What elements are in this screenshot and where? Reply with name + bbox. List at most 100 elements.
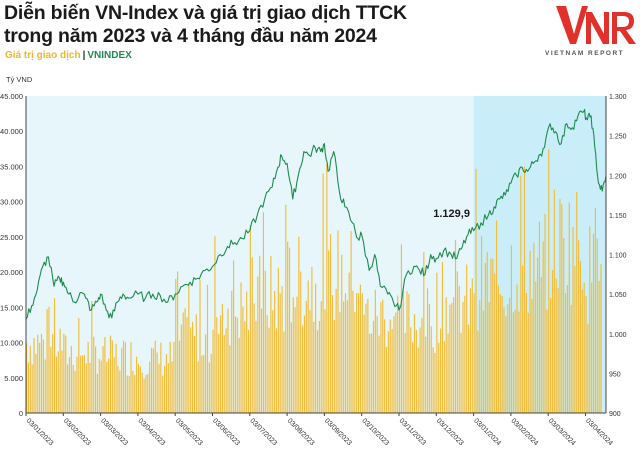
trading-value-bar (497, 285, 499, 413)
trading-value-bar (479, 300, 481, 413)
trading-value-bar (359, 284, 361, 413)
vnr-logo-mark-icon (556, 6, 588, 44)
trading-value-bar (199, 279, 201, 413)
x-tick-label: 03/03/2024 (547, 417, 577, 447)
trading-value-bar (259, 255, 261, 413)
trading-value-bar (449, 304, 451, 413)
trading-value-bar (598, 280, 600, 413)
trading-value-bar (324, 309, 326, 413)
trading-value-bar (346, 300, 348, 413)
trading-value-bar (385, 346, 388, 413)
trading-value-bar (262, 212, 265, 413)
x-tick-label: 03/06/2023 (211, 417, 241, 447)
trading-value-bar (152, 348, 154, 413)
trading-value-bar (266, 315, 268, 413)
vnr-logo-r-icon (612, 12, 636, 44)
trading-value-bar (490, 258, 492, 413)
x-tick-label: 03/01/2023 (25, 417, 55, 447)
trading-value-bar (231, 290, 233, 413)
trading-value-bar (296, 296, 298, 413)
trading-value-bar (277, 267, 279, 413)
trading-value-bar (249, 225, 251, 413)
x-tick-label: 03/02/2024 (509, 417, 539, 447)
trading-value-bar (518, 311, 520, 413)
trading-value-bar (520, 175, 522, 413)
trading-value-bar (147, 373, 149, 413)
trading-value-bar (42, 339, 44, 413)
trading-value-bar (322, 173, 324, 413)
trading-value-bar (339, 311, 341, 413)
trading-value-bar (72, 365, 74, 413)
y-right-tick-label: 900 (609, 411, 621, 418)
trading-value-bar (67, 364, 69, 413)
trading-value-bar (380, 302, 382, 413)
trading-value-bar (195, 314, 197, 413)
trading-value-bar (305, 300, 307, 413)
trading-value-bar (393, 316, 395, 413)
trading-value-bar (27, 362, 30, 413)
trading-value-bar (150, 347, 153, 413)
y-right-tick-label: 950 (609, 371, 621, 378)
trading-value-bar (540, 276, 542, 413)
x-tick-label: 03/01/2024 (472, 417, 502, 447)
trading-value-bar (184, 308, 186, 413)
trading-value-bar (561, 204, 563, 413)
trading-value-bar (216, 317, 218, 413)
trading-value-bar (419, 327, 421, 413)
trading-value-bar (205, 334, 207, 413)
y-left-tick-label: 30.000 (0, 198, 23, 207)
trading-value-bar (287, 241, 289, 413)
trading-value-bar (145, 374, 147, 413)
trading-value-bar (124, 342, 126, 413)
trading-value-bar (219, 315, 222, 413)
trading-value-bar (201, 355, 203, 413)
trading-value-bars (26, 149, 602, 413)
trading-value-bar (117, 365, 119, 413)
trading-value-bar (193, 335, 196, 413)
trading-value-bar (264, 270, 266, 413)
trading-value-bar (576, 191, 578, 413)
trading-value-bar (589, 226, 591, 413)
trading-value-bar (158, 363, 160, 413)
trading-value-bar (356, 293, 358, 413)
x-tick-label: 03/08/2023 (286, 417, 316, 447)
trading-value-bar (559, 198, 561, 413)
trading-value-bar (180, 324, 182, 413)
vnindex-line (25, 108, 607, 320)
trading-value-bar (83, 354, 85, 413)
trading-value-bar (587, 323, 589, 413)
trading-value-bar (238, 337, 240, 413)
trading-value-bar (108, 358, 110, 413)
trading-value-bar (37, 334, 39, 413)
vnr-logo-n-icon (586, 12, 609, 44)
trading-value-bar (132, 370, 134, 413)
trading-value-bar (585, 296, 587, 413)
y-left-tick-label: 20.000 (0, 268, 23, 277)
trading-value-bar (89, 362, 91, 413)
trading-value-bar (233, 260, 235, 413)
trading-value-bar (173, 341, 175, 413)
trading-value-bar (372, 320, 375, 413)
trading-value-bar (382, 299, 384, 413)
trading-value-bar (106, 361, 108, 413)
trading-value-bar (102, 346, 104, 413)
trading-value-bar (100, 360, 102, 413)
trading-value-bar (68, 357, 71, 413)
trading-value-bar (128, 376, 130, 413)
vnindex-annotation: 1.129,9 (433, 208, 470, 220)
trading-value-bar (592, 233, 595, 413)
trading-value-bar (440, 328, 442, 413)
trading-value-bar (178, 340, 181, 413)
trading-value-bar (126, 375, 128, 413)
x-tick-label: 03/02/2023 (62, 417, 92, 447)
trading-value-bar (275, 328, 278, 413)
trading-value-bar (387, 331, 389, 413)
trading-value-bar (555, 278, 557, 413)
trading-value-bar (475, 168, 477, 413)
trading-value-bar (378, 335, 380, 413)
trading-value-bar (136, 356, 138, 413)
trading-value-bar (182, 312, 184, 413)
trading-value-bar (512, 312, 514, 413)
trading-value-bar (466, 264, 468, 413)
chart-title-line-2: trong năm 2023 và 4 tháng đầu năm 2024 (4, 25, 377, 47)
